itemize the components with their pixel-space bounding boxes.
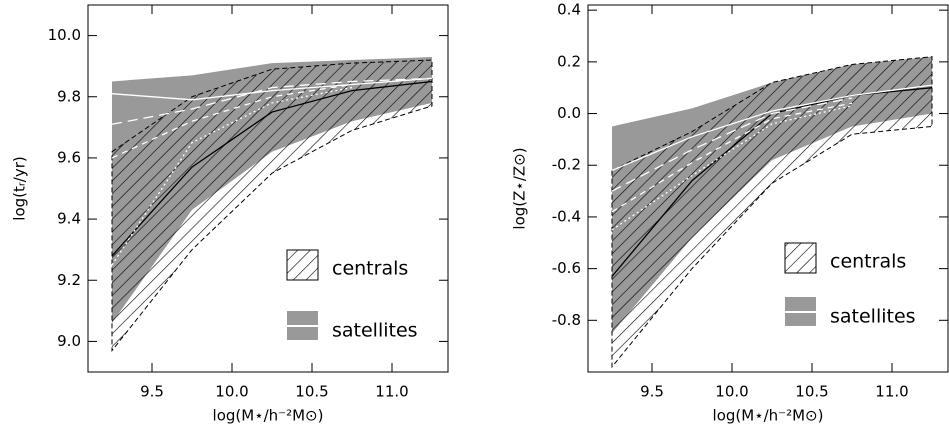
plot-area [111, 56, 433, 353]
y-tick-label: 9.0 [57, 332, 81, 350]
y-tick-label: 9.4 [57, 210, 81, 228]
frame [87, 4, 449, 373]
x-tick-label: 9.5 [640, 383, 664, 401]
line [111, 77, 433, 125]
y-axis-label: log(Z⋆/Z⊙) [511, 147, 529, 229]
frame [587, 4, 949, 373]
legend-label: satellites [332, 320, 418, 342]
y-tick-label: 9.2 [57, 271, 81, 289]
x-tick-label: 10.5 [795, 383, 828, 401]
x-tick-label: 9.5 [140, 383, 164, 401]
x-axis-label: log(M⋆/h⁻²M⊙) [213, 407, 324, 425]
line [111, 83, 353, 159]
line [111, 86, 353, 266]
band [111, 59, 433, 353]
x-tick-label: 10.5 [295, 383, 328, 401]
line [611, 97, 853, 192]
plot-area [611, 56, 933, 369]
y-tick-label: -0.8 [552, 311, 581, 329]
y-tick-label: 9.6 [57, 148, 81, 166]
y-axis-label: log(tᵣ/yr) [11, 156, 29, 220]
x-tick-label: 11.0 [375, 383, 408, 401]
y-tick-label: 10.0 [48, 26, 81, 44]
y-tick-label: 0.0 [557, 104, 581, 122]
y-tick-label: -0.4 [552, 207, 581, 225]
legend-label: centrals [830, 251, 906, 273]
y-tick-label: 0.4 [557, 1, 581, 19]
band [611, 56, 933, 369]
x-tick-label: 10.0 [715, 383, 748, 401]
y-tick-label: -0.2 [552, 156, 581, 174]
legend-swatch [784, 242, 817, 274]
line [611, 102, 853, 213]
y-tick-label: 9.8 [57, 87, 81, 105]
x-axis-label: log(M⋆/h⁻²M⊙) [713, 407, 824, 425]
line [111, 77, 433, 101]
line [611, 84, 933, 172]
legend-label: satellites [830, 306, 916, 328]
line [111, 80, 433, 257]
legend-swatch [286, 249, 319, 281]
y-tick-label: 0.2 [557, 52, 581, 70]
legend-label: centrals [332, 258, 408, 280]
x-tick-label: 10.0 [215, 383, 248, 401]
y-tick-label: -0.6 [552, 259, 581, 277]
x-tick-label: 11.0 [875, 383, 908, 401]
